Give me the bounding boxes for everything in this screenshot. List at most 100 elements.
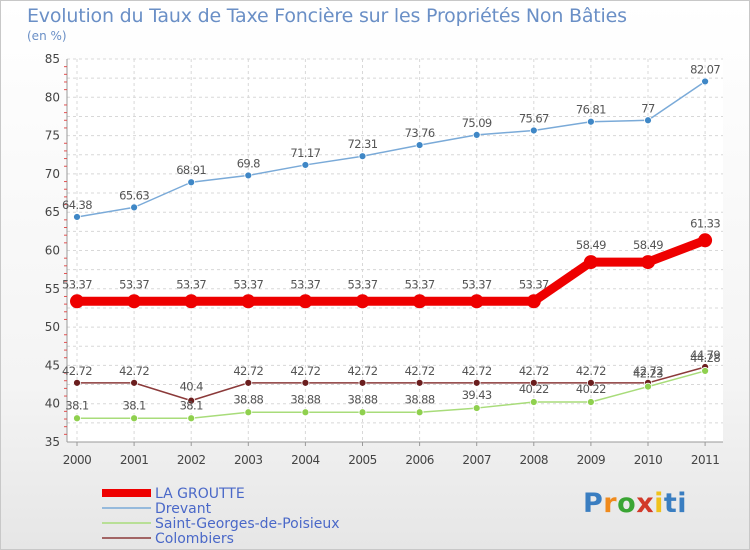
y-tick-label: 70 — [45, 167, 60, 181]
data-point — [244, 408, 253, 417]
y-tick-label: 50 — [45, 320, 60, 334]
data-point — [644, 116, 652, 125]
legend-label: Drevant — [155, 501, 212, 517]
data-point — [358, 152, 367, 161]
data-label: 53.37 — [176, 277, 206, 291]
x-tick-label: 2000 — [63, 453, 92, 467]
data-point — [529, 378, 538, 387]
data-point — [529, 398, 538, 406]
data-point — [644, 382, 652, 391]
data-point — [301, 378, 310, 387]
y-tick-label: 35 — [45, 435, 60, 449]
data-label: 42.72 — [290, 364, 320, 378]
data-point — [415, 141, 424, 149]
x-tick-label: 2003 — [234, 453, 263, 467]
data-label: 42.72 — [348, 364, 378, 378]
data-point — [130, 414, 139, 423]
data-label: 42.23 — [633, 367, 663, 381]
x-tick-label: 2004 — [291, 453, 320, 467]
data-point — [472, 378, 481, 387]
data-point — [701, 77, 709, 86]
y-tick-label: 40 — [45, 397, 60, 411]
data-label: 53.37 — [462, 277, 492, 291]
data-point — [358, 378, 367, 387]
x-tick-label: 2010 — [634, 453, 663, 467]
data-label: 53.37 — [405, 277, 435, 291]
data-label: 61.33 — [690, 216, 720, 230]
data-label: 44.28 — [690, 351, 720, 365]
data-point — [587, 378, 595, 387]
legend-label: LA GROUTTE — [155, 486, 245, 502]
data-point — [241, 294, 256, 309]
data-label: 75.09 — [462, 116, 492, 130]
data-label: 38.1 — [180, 398, 203, 412]
data-point — [244, 171, 253, 180]
data-label: 42.72 — [62, 364, 92, 378]
x-tick-label: 2011 — [691, 453, 720, 467]
data-point — [298, 294, 313, 309]
data-label: 40.22 — [576, 382, 606, 396]
series-line-saint-georges-de-poisieux — [76, 370, 706, 420]
data-label: 64.38 — [62, 198, 92, 212]
data-point — [73, 213, 81, 221]
data-label: 38.88 — [405, 392, 435, 406]
unit-label: (en %) — [27, 29, 67, 43]
series-line-drevant — [76, 80, 706, 218]
data-point — [587, 117, 595, 126]
x-tick-label: 2002 — [177, 453, 206, 467]
data-label: 53.37 — [290, 277, 320, 291]
data-point — [587, 398, 595, 406]
y-tick-label: 80 — [45, 90, 60, 104]
data-point — [301, 408, 310, 417]
y-tick-label: 85 — [45, 52, 60, 66]
data-point — [526, 294, 541, 309]
data-point — [412, 294, 427, 309]
data-label: 38.88 — [233, 392, 263, 406]
data-label: 53.37 — [62, 277, 92, 291]
data-label: 73.76 — [405, 126, 435, 140]
data-label: 44.79 — [690, 348, 720, 362]
y-tick-label: 55 — [45, 282, 60, 296]
data-point — [70, 294, 84, 309]
data-label: 42.72 — [633, 364, 663, 378]
data-label: 58.49 — [633, 238, 663, 252]
data-point — [73, 378, 81, 387]
data-label: 42.72 — [233, 364, 263, 378]
data-label: 40.4 — [180, 380, 203, 394]
data-point — [187, 178, 196, 187]
data-label: 76.81 — [576, 103, 606, 117]
y-tick-label: 75 — [45, 129, 60, 143]
proxiti-logo: Proxiti — [583, 488, 688, 519]
data-point — [184, 294, 199, 309]
data-label: 42.72 — [519, 364, 549, 378]
data-label: 53.37 — [233, 277, 263, 291]
data-point — [187, 414, 196, 423]
data-point — [301, 161, 310, 169]
x-tick-label: 2001 — [120, 453, 149, 467]
data-label: 38.88 — [348, 392, 378, 406]
y-tick-label: 65 — [45, 205, 60, 219]
data-label: 40.22 — [519, 382, 549, 396]
data-label: 58.49 — [576, 238, 606, 252]
data-point — [130, 203, 139, 212]
chart-title: Evolution du Taux de Taxe Foncière sur l… — [27, 5, 627, 27]
data-label: 72.31 — [348, 137, 378, 151]
data-label: 71.17 — [290, 146, 320, 160]
data-label: 65.63 — [119, 188, 149, 202]
y-tick-label: 60 — [45, 244, 60, 258]
data-label: 42.72 — [462, 364, 492, 378]
data-point — [130, 378, 139, 387]
data-point — [472, 131, 481, 139]
data-label: 53.37 — [348, 277, 378, 291]
data-point — [415, 378, 424, 387]
data-point — [701, 367, 709, 375]
data-label: 42.72 — [576, 364, 606, 378]
data-point — [355, 294, 370, 309]
data-label: 38.1 — [65, 398, 88, 412]
data-point — [641, 255, 655, 270]
data-point — [73, 414, 81, 423]
x-tick-label: 2007 — [462, 453, 491, 467]
data-point — [415, 408, 424, 417]
